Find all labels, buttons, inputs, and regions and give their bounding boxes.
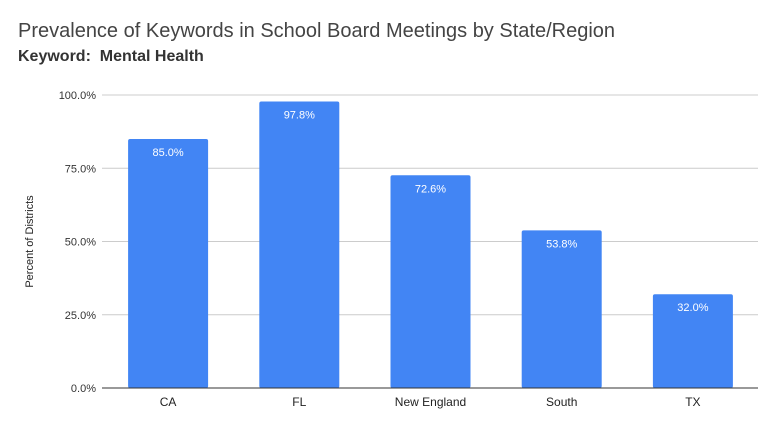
bar-ca xyxy=(128,138,209,388)
bar-tx xyxy=(652,294,733,388)
x-category-label: TX xyxy=(685,395,700,409)
chart-title: Prevalence of Keywords in School Board M… xyxy=(18,20,616,42)
bar-south xyxy=(521,230,602,388)
bar-data-label: 85.0% xyxy=(152,147,183,159)
x-axis-category-labels: CA FL New England South TX xyxy=(160,395,701,409)
bar-data-label: 72.6% xyxy=(415,183,446,195)
y-axis-tick-labels: 0.0% 25.0% 50.0% 75.0% 100.0% xyxy=(59,90,97,395)
bar-fl xyxy=(259,101,340,389)
y-tick-label: 75.0% xyxy=(65,163,96,175)
x-category-label: New England xyxy=(395,395,466,409)
bar-data-label: 32.0% xyxy=(677,302,708,314)
y-tick-label: 100.0% xyxy=(59,90,97,102)
y-tick-label: 50.0% xyxy=(65,237,96,249)
y-axis-title: Percent of Districts xyxy=(24,195,36,288)
bars xyxy=(128,101,733,389)
bar-data-labels: 85.0% 97.8% 72.6% 53.8% 32.0% xyxy=(152,109,708,314)
bar-data-label: 53.8% xyxy=(546,238,577,250)
bar-new-england xyxy=(390,175,471,388)
x-category-label: FL xyxy=(292,395,306,409)
chart-subtitle: Keyword: Mental Health xyxy=(18,48,204,65)
x-category-label: South xyxy=(546,395,577,409)
bar-data-label: 97.8% xyxy=(284,109,315,121)
x-category-label: CA xyxy=(160,395,177,409)
y-tick-label: 25.0% xyxy=(65,310,96,322)
y-tick-label: 0.0% xyxy=(71,383,96,395)
